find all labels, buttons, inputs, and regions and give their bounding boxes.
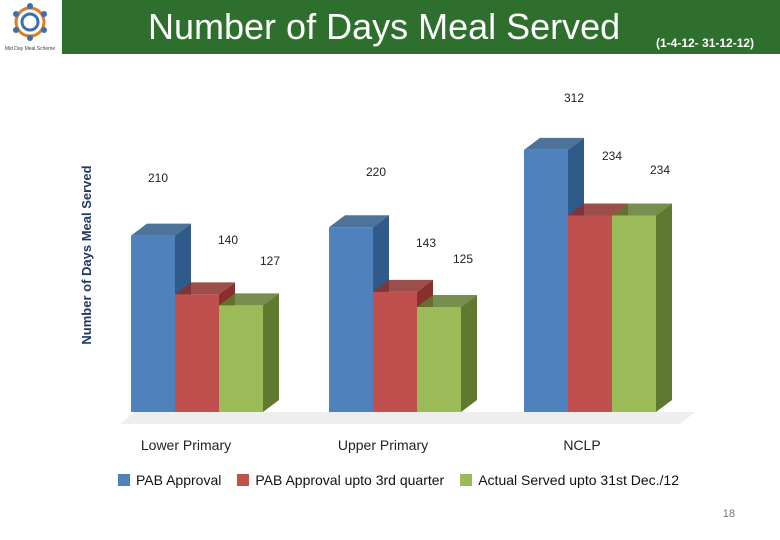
- bar-front: [329, 227, 373, 412]
- legend-label: PAB Approval: [136, 472, 222, 488]
- legend: PAB Approval PAB Approval upto 3rd quarte…: [118, 472, 679, 488]
- labels-group: 210 140 127 220 143 125 312 234 234 Lower Primary…: [141, 91, 670, 453]
- bar-front: [219, 305, 263, 412]
- legend-label: PAB Approval upto 3rd quarter: [255, 472, 445, 488]
- bar-side: [461, 295, 477, 412]
- mid-day-meal-logo-icon: Mid Day Meal Scheme: [5, 3, 56, 52]
- legend-swatch: [118, 474, 130, 486]
- bar-top: [612, 203, 672, 216]
- legend-label: Actual Served upto 31st Dec./12: [478, 472, 680, 488]
- y-axis-label: Number of Days Meal Served: [79, 165, 94, 344]
- bar-top: [175, 282, 235, 295]
- bar-top: [131, 223, 191, 236]
- category-label: Upper Primary: [338, 437, 428, 453]
- bar-front: [373, 291, 417, 412]
- legend-item: PAB Approval: [118, 472, 221, 488]
- chart-floor-plane: [120, 412, 695, 424]
- bar-lower-primary-3: [219, 293, 279, 412]
- bar-upper-primary-3: [417, 295, 477, 412]
- category-label: NCLP: [563, 437, 600, 453]
- bar-front: [524, 149, 568, 413]
- category-label: Lower Primary: [141, 437, 231, 453]
- bar-top: [568, 203, 628, 216]
- bar-top: [373, 279, 433, 292]
- legend-item: PAB Approval upto 3rd quarter: [237, 472, 444, 488]
- legend-swatch: [237, 474, 250, 486]
- bar-chart: 210 140 127 220 143 125 312 234 234 Lower Primary…: [79, 91, 695, 453]
- page-title: Number of Days Meal Served: [148, 6, 621, 47]
- bar-side: [263, 293, 279, 412]
- data-label: 140: [218, 233, 238, 247]
- data-label: 210: [148, 171, 168, 185]
- data-label: 220: [366, 165, 386, 179]
- data-label: 234: [650, 163, 670, 177]
- bar-front: [612, 215, 656, 412]
- page-number: 18: [722, 508, 735, 520]
- bars-group: [131, 137, 672, 413]
- legend-item: Actual Served upto 31st Dec./12: [460, 472, 679, 488]
- bar-front: [417, 307, 461, 412]
- data-label: 127: [260, 254, 280, 268]
- data-label: 143: [416, 236, 436, 250]
- data-label: 125: [453, 252, 473, 266]
- bar-side: [656, 203, 672, 412]
- bar-nclp-3: [612, 203, 672, 412]
- bar-top: [524, 137, 584, 150]
- bar-top: [417, 295, 477, 307]
- bar-front: [175, 294, 219, 412]
- logo-caption: Mid Day Meal Scheme: [5, 46, 56, 52]
- header-bar: Mid Day Meal Scheme Number of Days Meal …: [0, 0, 780, 54]
- bar-top: [329, 215, 389, 228]
- data-label: 234: [602, 149, 622, 163]
- data-label: 312: [564, 91, 584, 105]
- logo: Mid Day Meal Scheme: [0, 0, 64, 54]
- legend-swatch: [460, 474, 473, 486]
- chart-floor: [120, 412, 695, 424]
- bar-top: [219, 293, 279, 306]
- bar-front: [131, 235, 175, 412]
- date-range: (1-4-12- 31-12-12): [656, 36, 755, 50]
- bar-front: [568, 215, 612, 412]
